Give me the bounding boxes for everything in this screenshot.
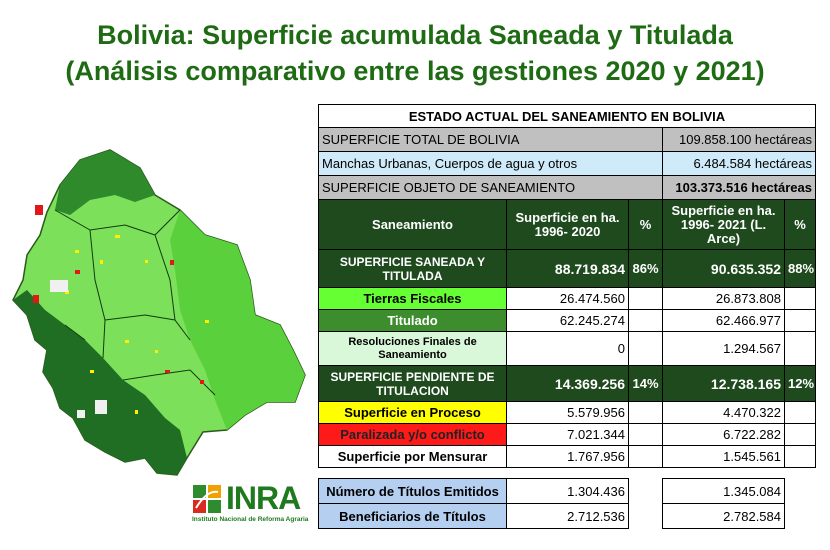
row-value-2021: 12.738.165 bbox=[662, 365, 785, 402]
titles-value-2020: 2.712.536 bbox=[506, 503, 629, 529]
table-row: Superficie en Proceso 5.579.956 4.470.32… bbox=[318, 401, 816, 424]
row-label: Resoluciones Finales de Saneamiento bbox=[318, 331, 507, 366]
table-row: Paralizada y/o conflicto 7.021.344 6.722… bbox=[318, 423, 816, 446]
info-row: Manchas Urbanas, Cuerpos de agua y otros… bbox=[318, 151, 816, 176]
row-value-2021: 26.873.808 bbox=[662, 287, 785, 310]
row-label: Superficie por Mensurar bbox=[318, 445, 507, 468]
titles-value-2021: 1.345.084 bbox=[662, 478, 785, 504]
titles-row: Beneficiarios de Títulos 2.712.536 2.782… bbox=[318, 503, 816, 529]
table-row: Titulado 62.245.274 62.466.977 bbox=[318, 309, 816, 332]
row-pct-2021: 88% bbox=[784, 249, 816, 288]
info-label: SUPERFICIE TOTAL DE BOLIVIA bbox=[318, 127, 663, 152]
row-value-2021: 90.635.352 bbox=[662, 249, 785, 288]
map-dark-region-west bbox=[13, 290, 187, 475]
row-pct-2020: 86% bbox=[628, 249, 663, 288]
col-header-pct: % bbox=[628, 199, 663, 250]
row-pct-2021 bbox=[784, 423, 816, 446]
row-pct-2020 bbox=[628, 331, 663, 366]
row-label: Tierras Fiscales bbox=[318, 287, 507, 310]
row-pct-2020 bbox=[628, 309, 663, 332]
row-value-2020: 1.767.956 bbox=[506, 445, 629, 468]
row-value-2020: 26.474.560 bbox=[506, 287, 629, 310]
col-header-sup2020: Superficie en ha. 1996- 2020 bbox=[506, 199, 629, 250]
row-label: SUPERFICIE PENDIENTE DE TITULACION bbox=[318, 365, 507, 402]
table-row: Resoluciones Finales de Saneamiento 0 1.… bbox=[318, 331, 816, 366]
titles-label: Beneficiarios de Títulos bbox=[318, 503, 507, 529]
row-pct-2020 bbox=[628, 445, 663, 468]
inra-logo-icon bbox=[193, 485, 221, 513]
table-row: Tierras Fiscales 26.474.560 26.873.808 bbox=[318, 287, 816, 310]
titles-row: Número de Títulos Emitidos 1.304.436 1.3… bbox=[318, 478, 816, 504]
map-department-lines bbox=[54, 209, 216, 396]
map-dark-region-north bbox=[55, 150, 155, 215]
row-pct-2021: 12% bbox=[784, 365, 816, 402]
row-value-2020: 0 bbox=[506, 331, 629, 366]
info-row: SUPERFICIE TOTAL DE BOLIVIA 109.858.100 … bbox=[318, 127, 816, 152]
map-white-patches bbox=[50, 280, 107, 418]
titles-label: Número de Títulos Emitidos bbox=[318, 478, 507, 504]
row-pct-2021 bbox=[784, 445, 816, 468]
page-subtitle: (Análisis comparativo entre las gestione… bbox=[65, 56, 765, 86]
row-value-2021: 4.470.322 bbox=[662, 401, 785, 424]
row-pct-2020 bbox=[628, 423, 663, 446]
row-pct-2021 bbox=[784, 287, 816, 310]
row-pct-2020 bbox=[628, 287, 663, 310]
info-row: SUPERFICIE OBJETO DE SANEAMIENTO 103.373… bbox=[318, 175, 816, 200]
row-value-2020: 14.369.256 bbox=[506, 365, 629, 402]
row-pct-2021 bbox=[784, 331, 816, 366]
row-pct-2020: 14% bbox=[628, 365, 663, 402]
row-pct-2021 bbox=[784, 401, 816, 424]
row-label: SUPERFICIE SANEADA Y TITULADA bbox=[318, 249, 507, 288]
titles-value-2020: 1.304.436 bbox=[506, 478, 629, 504]
row-value-2020: 88.719.834 bbox=[506, 249, 629, 288]
page-title: Bolivia: Superficie acumulada Saneada y … bbox=[97, 20, 733, 50]
table-header: ESTADO ACTUAL DEL SANEAMIENTO EN BOLIVIA bbox=[318, 104, 816, 128]
info-value: 103.373.516 hectáreas bbox=[662, 175, 816, 200]
info-label: SUPERFICIE OBJETO DE SANEAMIENTO bbox=[318, 175, 663, 200]
info-label: Manchas Urbanas, Cuerpos de agua y otros bbox=[318, 151, 663, 176]
inra-logo-text: INRA bbox=[226, 480, 301, 516]
col-header-pct2: % bbox=[784, 199, 816, 250]
column-header-row: Saneamiento Superficie en ha. 1996- 2020… bbox=[318, 199, 816, 250]
table-header-row: ESTADO ACTUAL DEL SANEAMIENTO EN BOLIVIA bbox=[318, 104, 816, 128]
row-value-2021: 62.466.977 bbox=[662, 309, 785, 332]
titles-value-2021: 2.782.584 bbox=[662, 503, 785, 529]
table-row: Superficie por Mensurar 1.767.956 1.545.… bbox=[318, 445, 816, 468]
row-value-2021: 1.545.561 bbox=[662, 445, 785, 468]
map-bright-region-east bbox=[170, 210, 305, 430]
row-value-2020: 5.579.956 bbox=[506, 401, 629, 424]
titles-table: Número de Títulos Emitidos 1.304.436 1.3… bbox=[318, 478, 816, 529]
map-red-patches bbox=[33, 205, 204, 384]
info-value: 109.858.100 hectáreas bbox=[662, 127, 816, 152]
row-label: Paralizada y/o conflicto bbox=[318, 423, 507, 446]
row-value-2020: 7.021.344 bbox=[506, 423, 629, 446]
col-header-saneamiento: Saneamiento bbox=[318, 199, 507, 250]
table-row: SUPERFICIE SANEADA Y TITULADA 88.719.834… bbox=[318, 249, 816, 288]
row-pct-2021 bbox=[784, 309, 816, 332]
row-value-2021: 6.722.282 bbox=[662, 423, 785, 446]
row-label: Superficie en Proceso bbox=[318, 401, 507, 424]
bolivia-map bbox=[12, 149, 306, 476]
table-row: SUPERFICIE PENDIENTE DE TITULACION 14.36… bbox=[318, 365, 816, 402]
inra-logo-subtitle: Instituto Nacional de Reforma Agraria bbox=[192, 516, 309, 523]
row-value-2020: 62.245.274 bbox=[506, 309, 629, 332]
status-table: ESTADO ACTUAL DEL SANEAMIENTO EN BOLIVIA… bbox=[318, 104, 816, 468]
inra-logo: INRA Instituto Nacional de Reforma Agrar… bbox=[192, 480, 322, 532]
row-value-2021: 1.294.567 bbox=[662, 331, 785, 366]
col-header-sup2021: Superficie en ha. 1996- 2021 (L. Arce) bbox=[662, 199, 785, 250]
row-pct-2020 bbox=[628, 401, 663, 424]
info-value: 6.484.584 hectáreas bbox=[662, 151, 816, 176]
row-label: Titulado bbox=[318, 309, 507, 332]
